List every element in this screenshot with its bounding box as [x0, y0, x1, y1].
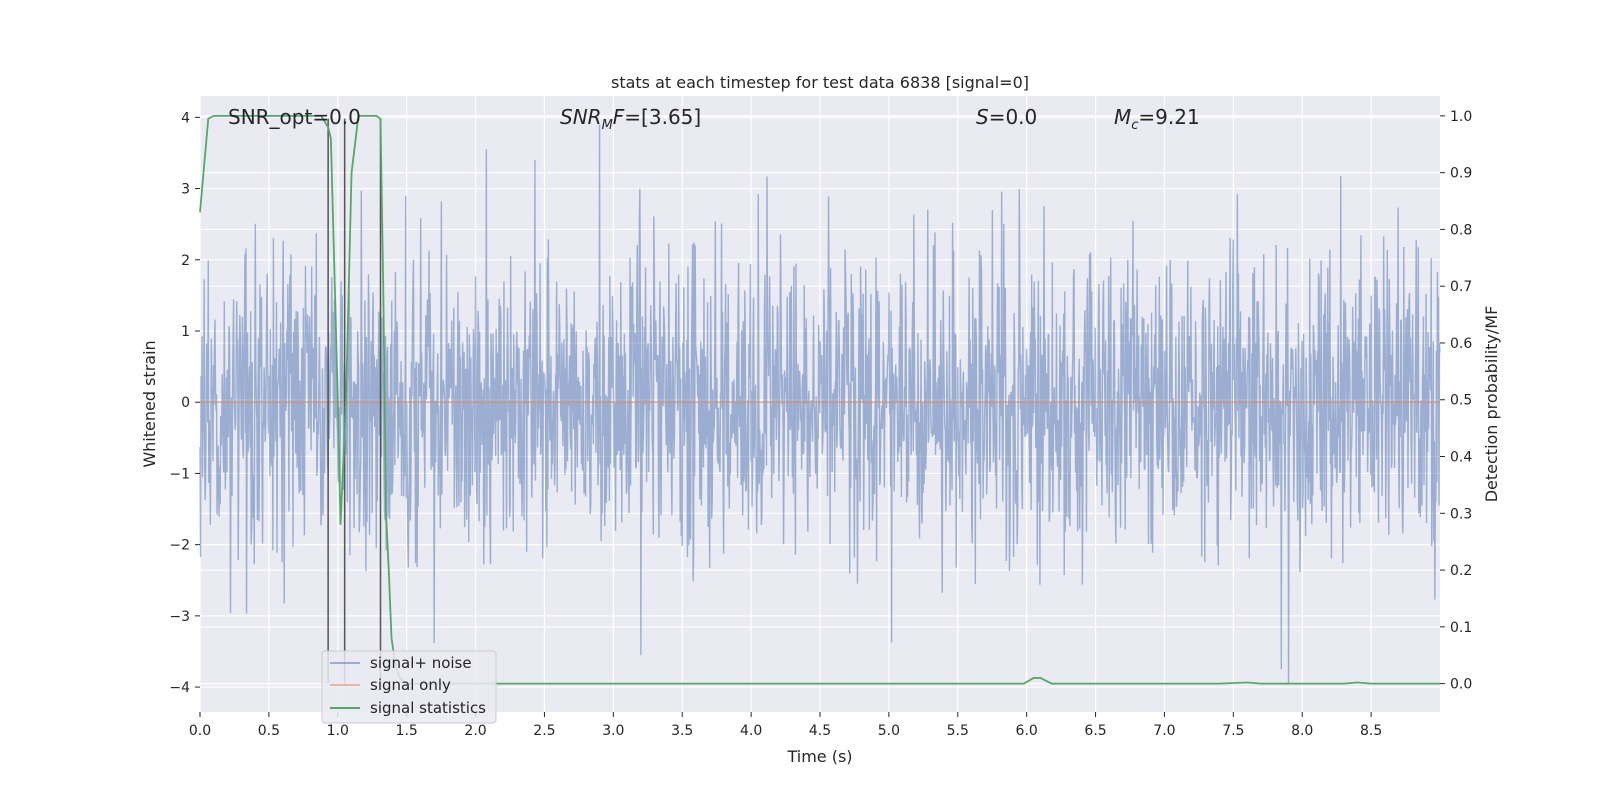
x-tick-label: 1.0 — [327, 723, 349, 739]
y-tick-label-left: −2 — [169, 538, 190, 554]
series-line-signal-statistics — [199, 114, 1440, 685]
y-tick-label-left: 2 — [181, 253, 190, 269]
y-tick-label-right: 0.8 — [1450, 222, 1472, 238]
x-tick-label: 2.5 — [533, 723, 555, 739]
y-tick-label-right: 0.1 — [1450, 620, 1472, 636]
legend-label-signal-statistics: signal statistics — [370, 699, 486, 717]
legend-label-signal-noise: signal+ noise — [370, 654, 472, 672]
x-axis-label: Time (s) — [786, 747, 852, 766]
x-tick-label: 3.5 — [671, 723, 693, 739]
y-tick-label-left: 0 — [181, 395, 190, 411]
series-line-signal-noise — [199, 124, 1441, 684]
x-tick-label: 4.5 — [809, 723, 831, 739]
annotation-s: S=0.0 — [976, 105, 1037, 129]
y-tick-label-left: −3 — [169, 609, 190, 625]
y-tick-label-left: 3 — [181, 182, 190, 198]
chart-title: stats at each timestep for test data 683… — [611, 73, 1029, 92]
y-tick-label-right: 1.0 — [1450, 109, 1472, 125]
series-signal-statistics — [199, 114, 1440, 685]
y-tick-label-left: −1 — [169, 466, 190, 482]
legend-box — [321, 650, 497, 724]
x-tick-label: 5.5 — [947, 723, 969, 739]
annotation-mc: Mc=9.21 — [1114, 105, 1200, 133]
y-tick-label-right: 0.9 — [1450, 166, 1472, 182]
y-tick-label-left: 1 — [181, 324, 190, 340]
x-tick-label: 7.5 — [1222, 723, 1244, 739]
x-tick-label: 5.0 — [878, 723, 900, 739]
legend-label-signal-only: signal only — [370, 676, 451, 694]
series-signal-noise — [199, 124, 1441, 684]
y-axis-label-right: Detection probability/MF — [1482, 306, 1501, 503]
x-tick-label: 4.0 — [740, 723, 762, 739]
x-tick-label: 6.5 — [1084, 723, 1106, 739]
x-tick-label: 7.0 — [1153, 723, 1175, 739]
y-tick-label-right: 0.3 — [1450, 506, 1472, 522]
x-tick-label: 8.0 — [1291, 723, 1313, 739]
annotation-snr-opt: SNR_opt=0.0 — [228, 105, 361, 129]
axis-ticks: 0.0 0.5 1.0 1.5 2.0 2.5 3.0 3.5 4.0 4.5 5.0 5.5 6.0 6… — [169, 109, 1472, 739]
y-axis-label-left: Whitened strain — [140, 340, 159, 467]
y-tick-label-right: 0.2 — [1450, 563, 1472, 579]
x-tick-label: 1.5 — [396, 723, 418, 739]
legend: signal+ noise signal only signal statist… — [321, 650, 497, 724]
annotation-snr-mf: SNRMF=[3.65] — [560, 105, 701, 133]
vertical-markers — [327, 118, 382, 684]
y-tick-label-left: −4 — [169, 680, 190, 696]
y-tick-label-right: 0.0 — [1450, 677, 1472, 693]
x-tick-label: 8.5 — [1360, 723, 1382, 739]
y-tick-label-right: 0.6 — [1450, 336, 1472, 352]
x-tick-label: 3.0 — [602, 723, 624, 739]
x-tick-label: 2.0 — [464, 723, 486, 739]
x-tick-label: 6.0 — [1016, 723, 1038, 739]
x-tick-label: 0.5 — [258, 723, 280, 739]
y-tick-label-right: 0.7 — [1450, 279, 1472, 295]
y-tick-label-right: 0.4 — [1450, 450, 1472, 466]
x-tick-label: 0.0 — [189, 723, 211, 739]
y-tick-label-left: 4 — [181, 110, 190, 126]
y-tick-label-right: 0.5 — [1450, 393, 1472, 409]
